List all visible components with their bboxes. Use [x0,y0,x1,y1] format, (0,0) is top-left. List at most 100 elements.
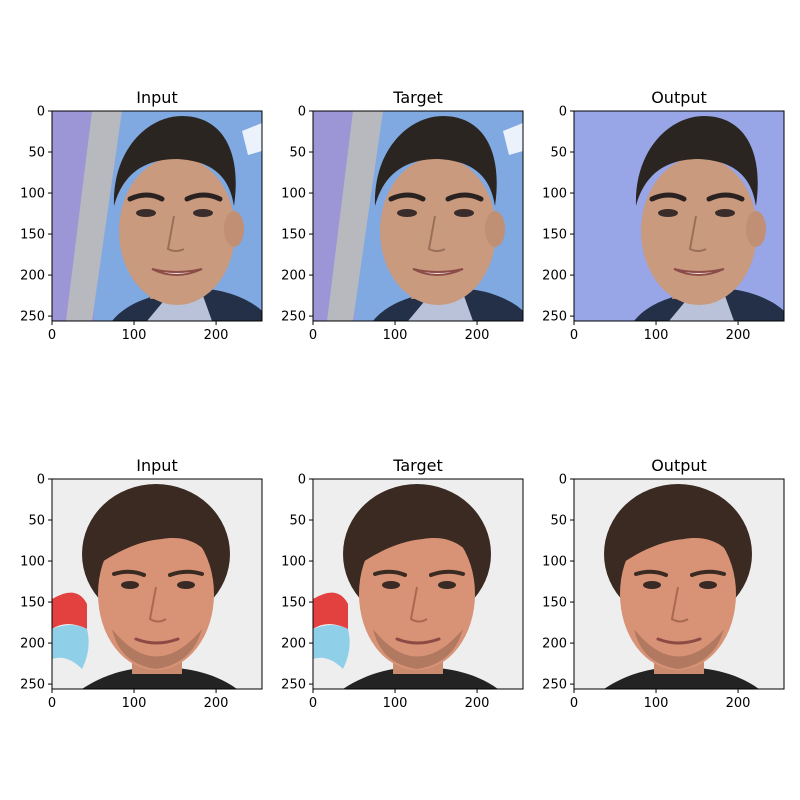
image-brow [168,569,204,577]
y-tick-label: 150 [20,228,45,243]
image-ear [485,211,505,247]
x-tick-label: 0 [570,328,578,343]
y-tick-label: 100 [20,187,45,202]
axes-frame [51,110,263,322]
subplot-image [52,111,262,321]
image-blue-shape [313,625,350,669]
image-eye [699,581,717,589]
image-eye [438,581,456,589]
x-tick-label: 100 [644,696,669,711]
image-shirt [82,667,237,689]
y-tick-label: 0 [37,105,45,120]
x-tick-label: 200 [204,696,229,711]
x-tick-label: 200 [726,328,751,343]
y-tick-label: 200 [542,269,567,284]
x-tick-label: 0 [570,696,578,711]
image-hair-fringe [92,490,224,579]
image-eye [715,209,735,217]
image-sign [242,123,262,155]
image-stubble [112,629,202,669]
image-eye [136,209,156,217]
y-tick-label: 200 [20,269,45,284]
subplot-title: Output [651,88,707,107]
image-ear [224,211,244,247]
image-mouth [134,637,180,645]
y-tick-label: 100 [542,187,567,202]
subplot-image [313,111,523,321]
subplot-title: Output [651,456,707,475]
y-tick-label: 50 [550,146,567,161]
y-tick-label: 200 [20,637,45,652]
y-tick-label: 50 [28,514,45,529]
image-eye [177,581,195,589]
x-tick-label: 100 [644,328,669,343]
y-tick-label: 200 [281,269,306,284]
image-stubble [373,629,463,669]
y-tick-label: 150 [281,596,306,611]
image-pole [327,111,383,321]
image-face [620,518,736,670]
y-tick-label: 0 [298,473,306,488]
y-tick-label: 250 [20,678,45,693]
image-red-shape [313,592,348,629]
image-eye [397,209,417,217]
subplot-title: Input [136,456,177,475]
image-shirt [343,667,498,689]
image-eye [193,209,213,217]
image-brow [127,192,165,202]
x-tick-label: 100 [122,696,147,711]
image-brow [429,569,465,577]
image-face [98,518,214,670]
y-tick-label: 50 [550,514,567,529]
image-face [119,157,235,305]
image-mouth [412,268,464,276]
image-eye [658,209,678,217]
image-brow [634,569,668,577]
x-tick-label: 100 [122,328,147,343]
image-hair [374,116,497,206]
y-tick-label: 0 [298,105,306,120]
y-tick-label: 0 [559,473,567,488]
image-pole [66,111,122,321]
image-mouth [673,268,725,276]
subplot-title: Target [392,88,443,107]
subplot-image [574,479,784,689]
axes-frame [573,478,785,690]
y-tick-label: 100 [281,187,306,202]
image-eye [643,581,661,589]
x-tick-label: 0 [48,696,56,711]
image-nose [427,215,446,252]
subplot-6: Output 0 100 200 0 50 100 150 200 250 [542,456,785,711]
image-face [359,518,475,670]
image-nose [148,586,167,623]
x-tick-label: 200 [465,696,490,711]
axes-frame [51,478,263,690]
image-eye [454,209,474,217]
y-tick-label: 50 [289,146,306,161]
image-eye [121,581,139,589]
subplot-1: Input 0 100 200 0 50 100 150 200 250 [20,88,263,343]
y-tick-label: 150 [542,228,567,243]
image-eye [382,581,400,589]
x-tick-label: 200 [726,696,751,711]
image-mouth [151,268,203,276]
y-tick-label: 250 [20,310,45,325]
y-tick-label: 250 [281,678,306,693]
image-face [641,157,757,305]
x-tick-label: 100 [383,696,408,711]
subplot-title: Input [136,88,177,107]
x-tick-label: 200 [204,328,229,343]
image-brow [184,192,223,202]
x-tick-label: 0 [48,328,56,343]
image-hair-fringe [353,490,485,579]
image-brow [690,569,726,577]
image-sign [503,123,523,155]
subplot-image [52,479,262,689]
y-tick-label: 150 [542,596,567,611]
image-hair [635,116,758,206]
y-tick-label: 0 [37,473,45,488]
subplot-title: Target [392,456,443,475]
subplot-image [313,479,523,689]
image-nose [166,215,185,252]
